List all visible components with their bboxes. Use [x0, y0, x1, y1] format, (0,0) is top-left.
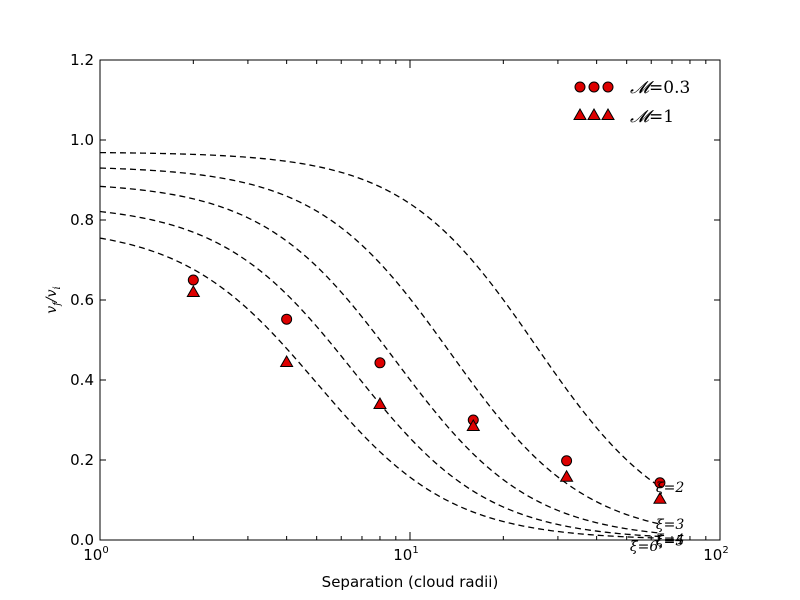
legend-marker-triangle-0 [573, 107, 587, 120]
legend-label-1: 𝓜=1 [630, 107, 674, 127]
x-axis-label: Separation (cloud radii) [322, 573, 499, 591]
y-label-v1: v [44, 306, 60, 314]
curve-xi-2 [99, 151, 661, 488]
legend-marker-triangle-2 [601, 107, 615, 120]
x-tick-label-1: 101 [393, 545, 418, 564]
y-tick-label-4: 0.8 [70, 211, 94, 229]
y-tick-label-6: 1.2 [70, 51, 94, 69]
y-tick-label-1: 0.2 [70, 451, 94, 469]
point-circle-4 [561, 455, 573, 467]
curve-label-xi-5: ξ=5 [656, 533, 684, 549]
curve-xi-3 [99, 167, 661, 525]
y-tick-label-5: 1.0 [70, 131, 94, 149]
labels-layer: ξ=2 ξ=3ξ=4ξ=5ξ=6 [630, 480, 684, 555]
legend-label-0: 𝓜=0.3 [630, 78, 690, 98]
ticks-layer: 0.0 0.2 0.4 0.6 0.8 1.0 1.2 100 101 102 [70, 51, 729, 564]
legend-marker-circle-0 [574, 81, 586, 93]
curve-label-xi-6: ξ=6 [630, 539, 658, 555]
legend-marker-circle-2 [602, 81, 614, 93]
y-label-v2: v [44, 289, 60, 297]
point-triangle-1 [279, 354, 294, 367]
x-tick-label-0: 100 [83, 545, 108, 564]
point-triangle-3 [466, 418, 481, 431]
curve-label-xi-3: ξ=3 [656, 517, 684, 533]
y-label-sub2: i [52, 286, 63, 289]
points-layer [186, 274, 667, 504]
point-triangle-4 [559, 469, 574, 482]
point-triangle-5 [653, 491, 667, 504]
legend-marker-triangle-1 [587, 107, 601, 120]
point-circle-0 [187, 274, 199, 286]
y-label-slash: / [44, 296, 60, 304]
y-axis-label: vf/vi [44, 286, 63, 313]
curve-xi-4 [99, 185, 660, 534]
y-label-sub1: f [52, 300, 63, 307]
point-triangle-0 [186, 284, 201, 297]
curve-xi-6 [99, 237, 660, 539]
legend-marker-circle-1 [588, 81, 600, 93]
y-tick-label-3: 0.6 [70, 291, 94, 309]
x-tick-label-2: 102 [703, 545, 728, 564]
y-tick-label-2: 0.4 [70, 371, 94, 389]
curve-label-xi-4: ξ=4 [656, 532, 684, 548]
point-triangle-2 [373, 396, 387, 409]
point-circle-1 [281, 313, 293, 325]
curve-label-xi-2: ξ=2 [656, 480, 684, 496]
y-tick-label-0: 0.0 [70, 531, 94, 549]
point-circle-2 [374, 357, 386, 369]
point-circle-5 [654, 477, 666, 489]
legend: 𝓜=0.3 𝓜=1 [573, 78, 690, 127]
